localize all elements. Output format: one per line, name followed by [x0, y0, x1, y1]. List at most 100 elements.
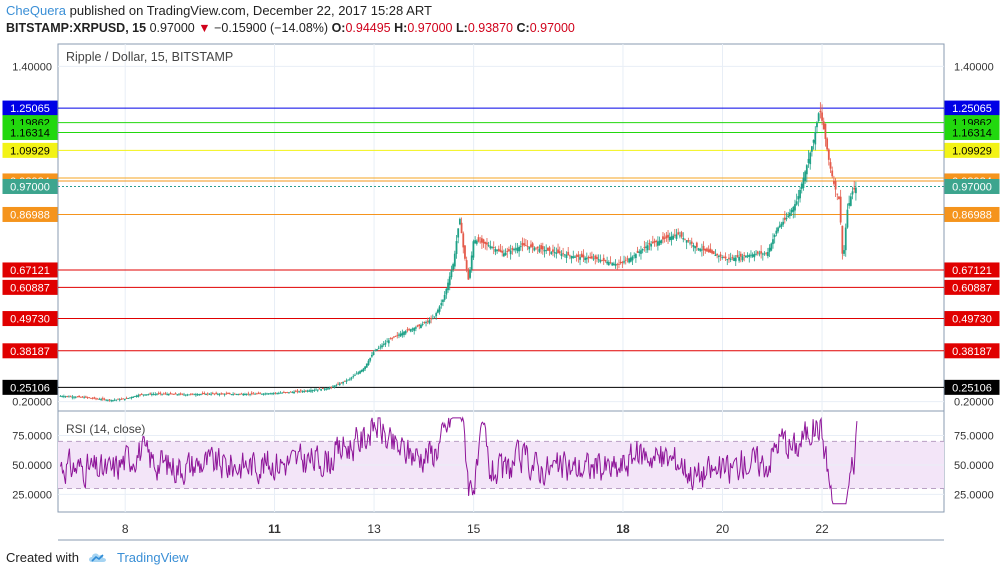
candle-body — [90, 397, 92, 399]
published-text: published on TradingView.com, December 2… — [69, 3, 432, 18]
candle-body — [682, 237, 685, 240]
candle-body — [76, 396, 79, 398]
candle-body — [436, 309, 439, 313]
candle-body — [442, 299, 444, 303]
candle-body — [392, 336, 395, 338]
candle-body — [306, 390, 309, 392]
level-label-text: 1.16314 — [952, 128, 992, 140]
candle-body — [614, 264, 617, 266]
candle-body — [709, 248, 712, 253]
candle-body — [401, 332, 404, 336]
candle-body — [602, 257, 605, 261]
candle-body — [530, 244, 532, 247]
candle-body — [582, 254, 585, 258]
candle-body — [93, 397, 96, 399]
candle-body — [154, 393, 157, 395]
candle-body — [844, 227, 847, 251]
level-price-label: 0.60887 — [944, 279, 1000, 295]
candle-body — [575, 255, 578, 257]
candle-body — [677, 232, 680, 235]
candle-body — [222, 393, 224, 395]
level-label-text: 0.97000 — [952, 181, 992, 193]
candle-body — [274, 392, 277, 394]
candle-body — [137, 395, 140, 397]
candle-body — [800, 183, 803, 189]
candle-body — [279, 392, 282, 394]
candle-body — [157, 393, 160, 395]
candle-body — [340, 382, 343, 384]
candle-body — [86, 397, 89, 399]
symbol-label: BITSTAMP:XRPUSD, 15 — [6, 21, 147, 35]
candle-body — [768, 247, 771, 252]
candle-body — [381, 345, 383, 348]
candle-body — [354, 374, 356, 376]
level-label-box — [2, 125, 58, 141]
candle-body — [88, 397, 91, 399]
level-label-box — [2, 343, 58, 359]
level-label-text: 1.09929 — [10, 145, 50, 157]
candle-body — [836, 193, 839, 195]
candle-body — [230, 394, 233, 395]
footer: Created with TradingView — [6, 550, 189, 565]
candle-body — [697, 248, 700, 250]
candle-body — [634, 254, 637, 259]
candle-body — [707, 249, 710, 253]
candle-body — [491, 247, 493, 248]
candle-body — [301, 391, 304, 392]
candle-body — [763, 253, 766, 255]
candle-body — [225, 393, 228, 395]
tradingview-link[interactable]: TradingView — [116, 550, 189, 565]
candle-body — [132, 396, 135, 398]
candle-body — [409, 329, 412, 332]
candle-body — [606, 261, 609, 264]
level-label-text: 0.60887 — [10, 282, 50, 294]
candle-body — [59, 396, 62, 397]
candle-body — [284, 392, 287, 393]
candle-body — [311, 390, 314, 391]
candle-body — [773, 234, 776, 237]
candle-body — [514, 248, 517, 250]
candle-body — [272, 393, 275, 394]
candle-body — [181, 393, 184, 395]
candle-body — [316, 389, 319, 391]
candle-body — [535, 247, 537, 249]
candle-body — [802, 177, 805, 188]
candle-body — [196, 394, 199, 396]
candle-body — [186, 394, 189, 396]
author-name[interactable]: CheQuera — [6, 3, 66, 18]
candle-body — [191, 393, 194, 395]
candle-body — [315, 389, 317, 391]
candle-body — [277, 392, 280, 394]
candle-body — [100, 399, 103, 400]
candle-body — [638, 251, 641, 253]
candle-body — [526, 246, 529, 247]
candle-body — [536, 246, 539, 249]
candle-body — [178, 394, 180, 396]
level-label-box — [944, 279, 1000, 295]
candle-body — [621, 262, 624, 263]
candle-body — [484, 241, 487, 244]
level-label-box — [2, 379, 58, 395]
candle-body — [699, 248, 702, 251]
candle-body — [391, 338, 394, 339]
candle-body — [282, 392, 285, 393]
candle-body — [414, 327, 417, 329]
candle-body — [628, 258, 631, 263]
candle-body — [112, 399, 114, 401]
candle-body — [726, 259, 729, 261]
candle-body — [656, 241, 659, 246]
candle-body — [479, 241, 482, 243]
candle-body — [188, 394, 191, 396]
candle-body — [611, 263, 614, 266]
candle-body — [98, 399, 101, 400]
candle-body — [780, 223, 783, 227]
level-price-label: 0.38187 — [2, 343, 58, 359]
level-label-text: 0.49730 — [10, 314, 50, 326]
candle-body — [293, 391, 295, 394]
candle-body — [612, 263, 615, 266]
level-price-label: 1.09929 — [944, 142, 1000, 158]
candle-body — [819, 110, 822, 113]
candle-body — [741, 256, 744, 261]
candle-body — [816, 122, 818, 128]
